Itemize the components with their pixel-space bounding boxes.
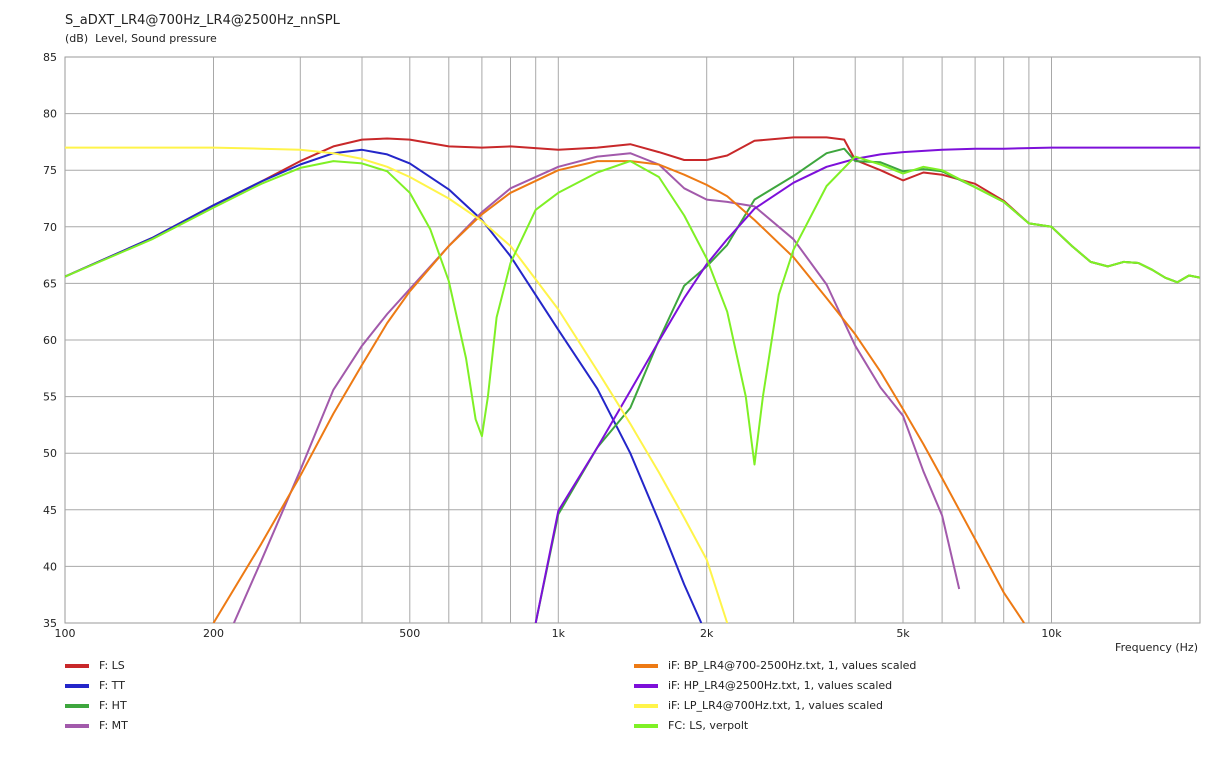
legend-label: iF: BP_LR4@700-2500Hz.txt, 1, values sca… (668, 659, 917, 672)
legend-item: F: LS (65, 659, 125, 673)
y-axis-quantity: Level, Sound pressure (95, 32, 217, 45)
series-line-4 (212, 160, 1025, 623)
y-tick-label: 50 (43, 447, 57, 460)
legend-item: F: MT (65, 719, 128, 733)
series-line-7 (65, 155, 1200, 466)
y-tick-label: 35 (43, 617, 57, 630)
series-line-1 (65, 148, 703, 623)
y-axis-label: (dB) Level, Sound pressure (65, 32, 217, 45)
series-line-3 (232, 152, 961, 623)
legend-swatch (65, 724, 89, 728)
legend-swatch (634, 724, 658, 728)
x-tick-label: 5k (896, 627, 910, 640)
legend-item: FC: LS, verpolt (634, 719, 748, 733)
y-tick-labels: 35 40 45 50 55 60 65 70 75 80 85 (43, 51, 57, 630)
y-tick-label: 65 (43, 277, 57, 290)
legend-label: F: MT (99, 719, 128, 732)
legend-item: iF: BP_LR4@700-2500Hz.txt, 1, values sca… (634, 659, 916, 673)
legend-item: F: TT (65, 679, 125, 693)
y-tick-label: 45 (43, 504, 57, 517)
legend-swatch (634, 704, 658, 708)
x-tick-label: 10k (1041, 627, 1062, 640)
y-tick-label: 75 (43, 164, 57, 177)
legend-label: iF: LP_LR4@700Hz.txt, 1, values scaled (668, 699, 884, 712)
x-axis-label: Frequency (Hz) (1115, 641, 1198, 654)
legend-label: F: LS (99, 659, 125, 672)
y-tick-label: 85 (43, 51, 57, 64)
x-tick-label: 1k (552, 627, 566, 640)
legend-item: F: HT (65, 699, 127, 713)
x-tick-label: 100 (55, 627, 76, 640)
series-layer (65, 136, 1200, 623)
legend-swatch (634, 684, 658, 688)
series-line-5 (534, 146, 1200, 623)
legend-item: iF: HP_LR4@2500Hz.txt, 1, values scaled (634, 679, 892, 693)
x-tick-labels: 100 200 500 1k 2k 5k 10k (55, 627, 1063, 640)
legend-swatch (65, 704, 89, 708)
x-tick-label: 2k (700, 627, 714, 640)
x-tick-label: 500 (399, 627, 420, 640)
legend-label: iF: HP_LR4@2500Hz.txt, 1, values scaled (668, 679, 893, 692)
chart-title: S_aDXT_LR4@700Hz_LR4@2500Hz_nnSPL (65, 13, 340, 28)
series-line-6 (65, 146, 729, 623)
legend-label: FC: LS, verpolt (668, 719, 749, 732)
y-tick-label: 80 (43, 108, 57, 121)
y-tick-label: 40 (43, 560, 57, 573)
x-tick-label: 200 (203, 627, 224, 640)
legend-label: F: TT (99, 679, 125, 692)
y-axis-unit: (dB) (65, 32, 89, 45)
y-tick-label: 55 (43, 391, 57, 404)
legend-swatch (65, 684, 89, 688)
y-tick-label: 70 (43, 221, 57, 234)
legend-swatch (634, 664, 658, 668)
legend-item: iF: LP_LR4@700Hz.txt, 1, values scaled (634, 699, 883, 713)
legend-label: F: HT (99, 699, 127, 712)
y-tick-label: 60 (43, 334, 57, 347)
legend-swatch (65, 664, 89, 668)
grid-lines (65, 57, 1200, 623)
